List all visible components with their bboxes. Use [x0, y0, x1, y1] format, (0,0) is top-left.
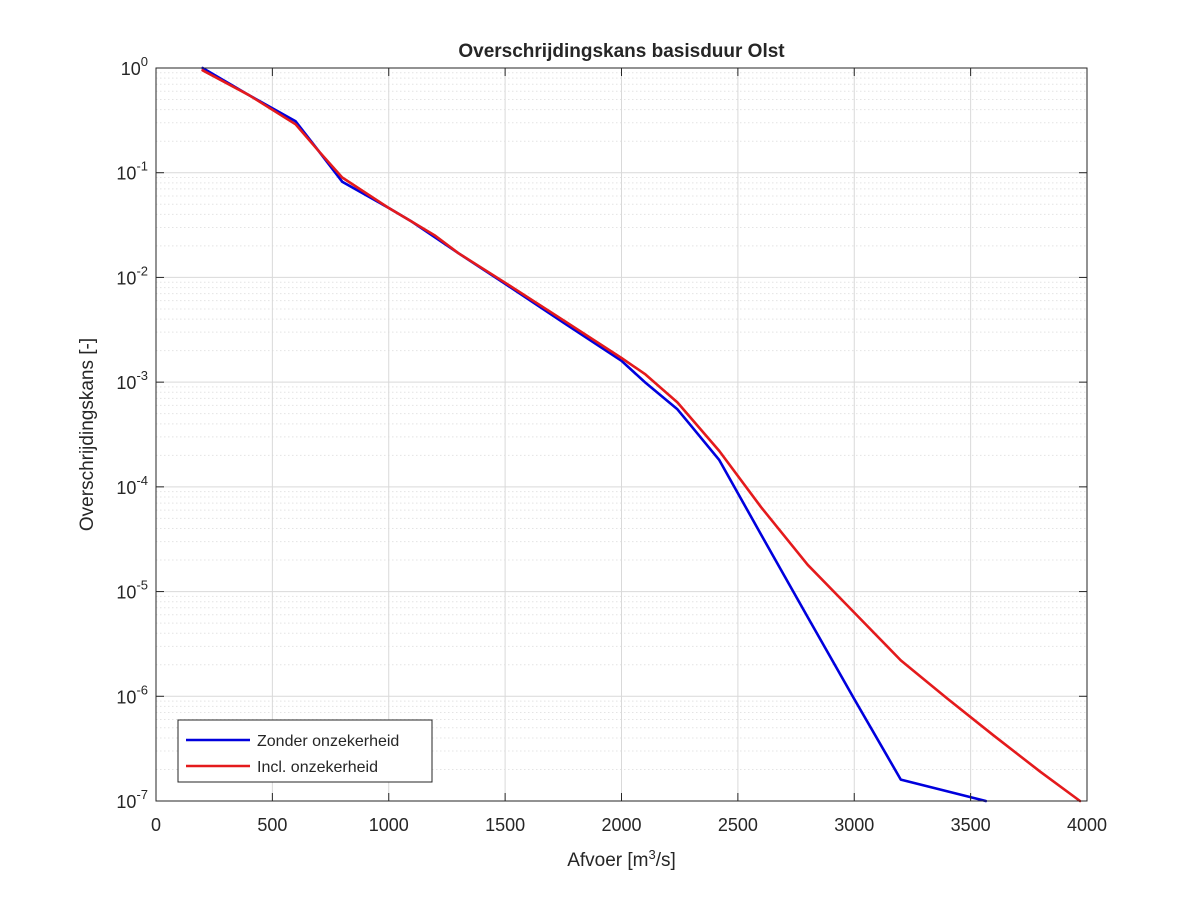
series-layer	[201, 66, 1082, 803]
x-tick-label: 3000	[834, 815, 874, 835]
x-tick-label: 1000	[369, 815, 409, 835]
series-line-2	[201, 69, 1082, 803]
legend: Zonder onzekerheid Incl. onzekerheid	[177, 719, 433, 783]
x-axis-label-suffix: /s]	[656, 850, 676, 871]
x-tick-label: 0	[151, 815, 161, 835]
x-axis-label-prefix: Afvoer [m	[567, 850, 648, 871]
legend-label-2: Incl. onzekerheid	[257, 759, 378, 776]
ticks: 0 500 1000 1500 2000 2500 3000 3500 4000 100 10-1 1…	[116, 54, 1107, 835]
x-tick-label: 500	[257, 815, 287, 835]
legend-label-1: Zonder onzekerheid	[257, 733, 399, 750]
x-tick-label: 2500	[718, 815, 758, 835]
y-tick-label: 10-6	[116, 682, 148, 707]
x-axis-label-sup: 3	[649, 847, 656, 862]
x-axis-label: Afvoer [m3/s]	[567, 847, 676, 872]
y-tick-label: 10-3	[116, 368, 148, 393]
x-tick-label: 1500	[485, 815, 525, 835]
y-tick-label: 100	[121, 54, 148, 79]
legend-box	[177, 719, 433, 783]
y-tick-label: 10-7	[116, 787, 148, 812]
grid	[155, 67, 1088, 802]
y-tick-label: 10-5	[116, 578, 148, 603]
x-tick-label: 2000	[601, 815, 641, 835]
y-tick-label: 10-2	[116, 263, 148, 288]
y-tick-label: 10-1	[116, 159, 148, 184]
y-tick-label: 10-4	[116, 473, 148, 498]
x-tick-label: 3500	[951, 815, 991, 835]
x-tick-label: 4000	[1067, 815, 1107, 835]
y-axis-label: Overschrijdingskans [-]	[77, 338, 98, 531]
chart-title: Overschrijdingskans basisduur Olst	[458, 41, 785, 62]
